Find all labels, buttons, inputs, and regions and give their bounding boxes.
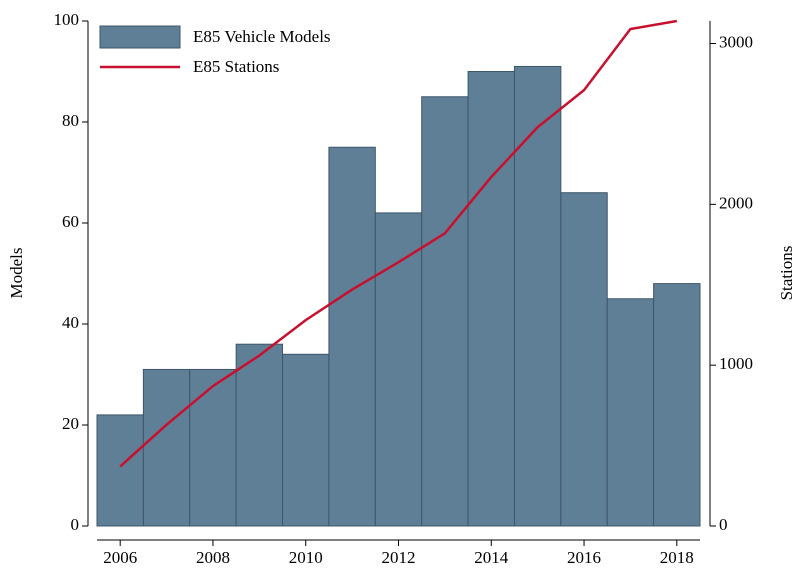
- bar: [189, 368, 237, 527]
- x-tick-label: 2010: [289, 548, 323, 567]
- y2-axis-label: Stations: [777, 246, 796, 301]
- line: [119, 19, 678, 468]
- bar: [142, 368, 191, 527]
- x-tick-label: 2006: [103, 548, 137, 567]
- legend-label: E85 Stations: [193, 57, 279, 76]
- x-tick-label: 2016: [567, 548, 601, 567]
- bar: [467, 71, 515, 527]
- y-tick-label: 20: [62, 414, 79, 433]
- bar: [513, 65, 562, 527]
- y2-tick-label: 1000: [719, 354, 753, 373]
- y2-tick-label: 3000: [719, 32, 753, 51]
- y-tick-label: 80: [62, 111, 79, 130]
- y2-tick-label: 0: [719, 515, 728, 534]
- legend-swatch: [99, 25, 181, 49]
- y-tick-label: 0: [71, 515, 80, 534]
- bar: [421, 96, 469, 527]
- bar: [606, 298, 655, 527]
- y-tick-label: 60: [62, 212, 79, 231]
- legend-label: E85 Vehicle Models: [193, 27, 331, 46]
- bar: [235, 343, 284, 527]
- bar: [328, 146, 376, 527]
- bar: [653, 283, 701, 527]
- bar: [282, 353, 330, 527]
- y-tick-label: 100: [54, 10, 80, 29]
- y-axis-label: Models: [7, 248, 26, 299]
- x-tick-label: 2012: [382, 548, 416, 567]
- bar: [560, 192, 608, 527]
- y-tick-label: 40: [62, 313, 79, 332]
- bar: [96, 414, 144, 527]
- y2-tick-label: 2000: [719, 193, 753, 212]
- x-tick-label: 2014: [474, 548, 509, 567]
- bar: [374, 212, 423, 527]
- x-tick-label: 2008: [196, 548, 230, 567]
- x-tick-label: 2018: [660, 548, 694, 567]
